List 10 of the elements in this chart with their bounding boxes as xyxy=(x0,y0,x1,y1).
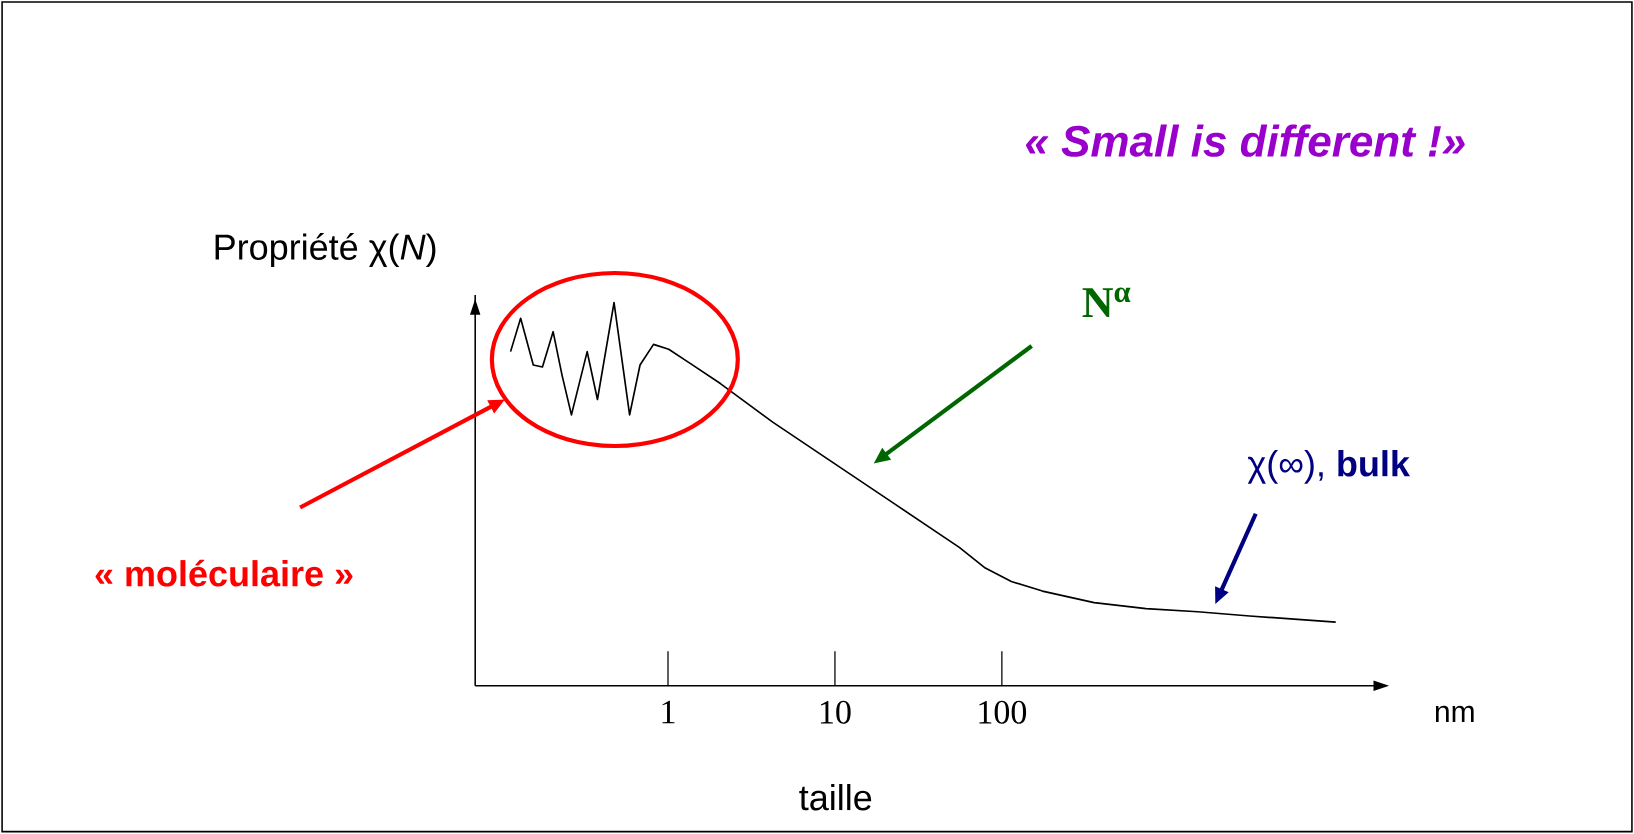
text: nm xyxy=(1435,705,1474,723)
annotation: N$^{α}$ xyxy=(1082,287,1131,318)
annotation: χ(∞), bulk xyxy=(1247,450,1411,484)
chart-title: « Small is different !» xyxy=(1025,124,1465,157)
y-axis-title: Propriété χ(N) xyxy=(215,233,436,268)
x-tick-label: 100 xyxy=(979,700,1027,724)
x-axis-title: taille xyxy=(799,784,872,811)
text: « moléculaire » xyxy=(95,559,353,587)
x-tick-label: 10 xyxy=(820,700,851,724)
x-tick-label: 1 xyxy=(662,700,675,724)
